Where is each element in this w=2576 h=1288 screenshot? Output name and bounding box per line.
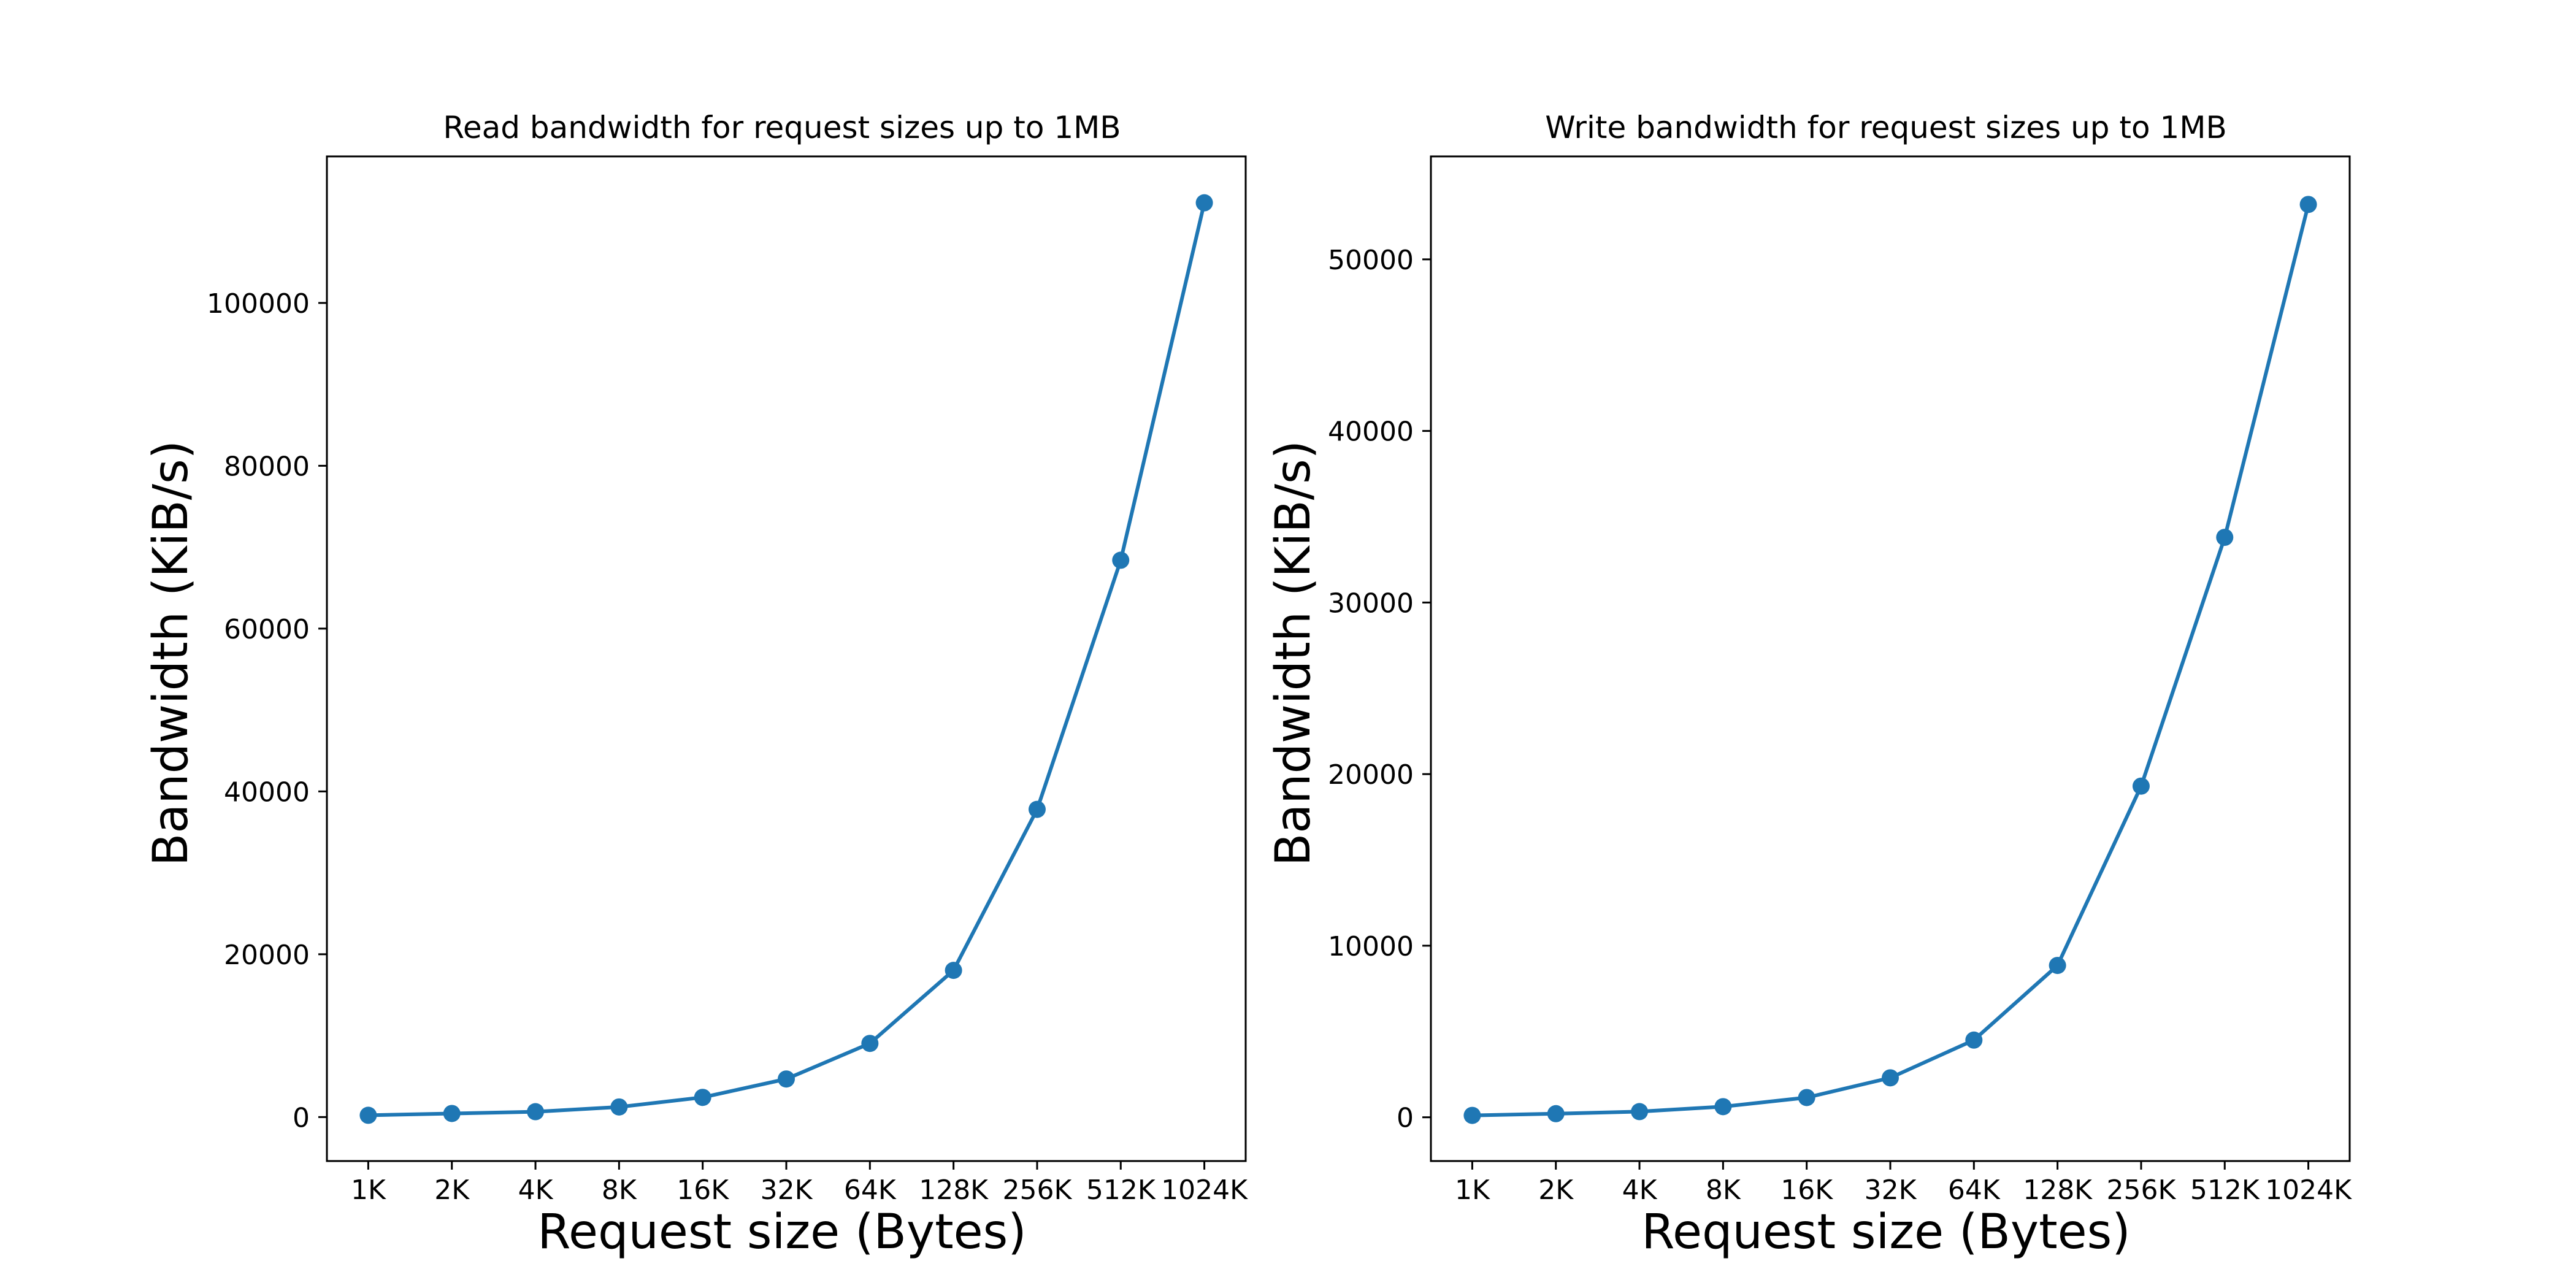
data-point bbox=[1798, 1089, 1815, 1106]
data-point bbox=[2216, 529, 2234, 546]
x-tick-label: 1K bbox=[351, 1175, 386, 1206]
x-tick-label: 32K bbox=[761, 1175, 813, 1206]
x-tick-label: 512K bbox=[1086, 1175, 1156, 1206]
x-tick-label: 256K bbox=[2107, 1175, 2177, 1206]
y-tick-label: 40000 bbox=[224, 776, 310, 808]
data-point bbox=[443, 1105, 461, 1122]
data-point bbox=[2049, 957, 2066, 975]
x-tick-label: 32K bbox=[1865, 1175, 1917, 1206]
y-tick-label: 80000 bbox=[224, 451, 310, 482]
data-point bbox=[1714, 1098, 1732, 1116]
series-line bbox=[1472, 204, 2310, 1117]
data-point bbox=[945, 962, 962, 979]
data-point bbox=[1631, 1103, 1649, 1121]
data-point bbox=[694, 1089, 711, 1106]
y-tick-label: 50000 bbox=[1328, 245, 1414, 276]
x-tick-label: 64K bbox=[1948, 1175, 2001, 1206]
x-tick-label: 4K bbox=[518, 1175, 554, 1206]
x-axis-label: Request size (Bytes) bbox=[537, 1205, 1026, 1260]
x-tick-label: 128K bbox=[919, 1175, 989, 1206]
y-tick-label: 0 bbox=[1397, 1103, 1414, 1134]
series-line bbox=[368, 202, 1206, 1117]
data-point bbox=[1965, 1031, 1983, 1049]
x-tick-label: 1024K bbox=[2265, 1175, 2352, 1206]
x-tick-label: 16K bbox=[1781, 1175, 1833, 1206]
data-point bbox=[359, 1106, 377, 1124]
data-point bbox=[1028, 800, 1046, 818]
x-tick-label: 2K bbox=[434, 1175, 470, 1206]
x-tick-label: 512K bbox=[2190, 1175, 2260, 1206]
write-bandwidth-panel: Write bandwidth for request sizes up to … bbox=[1266, 110, 2352, 1260]
data-point bbox=[2132, 777, 2150, 795]
data-point bbox=[2299, 196, 2317, 213]
y-tick-label: 10000 bbox=[1328, 931, 1414, 962]
chart-title: Write bandwidth for request sizes up to … bbox=[1545, 110, 2227, 145]
x-axis-label: Request size (Bytes) bbox=[1641, 1205, 2130, 1260]
data-point bbox=[1547, 1105, 1565, 1122]
read-bandwidth-panel: Read bandwidth for request sizes up to 1… bbox=[144, 110, 1248, 1260]
y-axis-label: Bandwidth (KiB/s) bbox=[1266, 440, 1321, 866]
data-point bbox=[1112, 551, 1130, 569]
x-tick-label: 256K bbox=[1003, 1175, 1073, 1206]
y-axis-label: Bandwidth (KiB/s) bbox=[144, 440, 199, 866]
x-tick-label: 1K bbox=[1455, 1175, 1490, 1206]
axes-frame bbox=[326, 155, 1247, 1162]
y-tick-label: 30000 bbox=[1328, 588, 1414, 619]
data-point bbox=[610, 1098, 628, 1116]
data-point bbox=[1463, 1106, 1481, 1124]
data-point bbox=[861, 1035, 879, 1052]
x-tick-label: 4K bbox=[1622, 1175, 1658, 1206]
axes-frame bbox=[1430, 155, 2351, 1162]
data-point bbox=[778, 1070, 795, 1088]
y-tick-label: 20000 bbox=[224, 940, 310, 971]
data-point bbox=[1195, 194, 1213, 212]
x-tick-label: 8K bbox=[602, 1175, 637, 1206]
y-tick-label: 100000 bbox=[207, 288, 310, 320]
chart-title: Read bandwidth for request sizes up to 1… bbox=[443, 110, 1121, 145]
x-tick-label: 16K bbox=[677, 1175, 729, 1206]
x-tick-label: 64K bbox=[844, 1175, 897, 1206]
data-point bbox=[527, 1103, 545, 1121]
y-tick-label: 20000 bbox=[1328, 759, 1414, 791]
data-point bbox=[1882, 1069, 1899, 1087]
y-tick-label: 0 bbox=[293, 1102, 310, 1133]
y-tick-label: 60000 bbox=[224, 614, 310, 645]
x-tick-label: 1024K bbox=[1161, 1175, 1248, 1206]
x-tick-label: 128K bbox=[2023, 1175, 2093, 1206]
y-tick-label: 40000 bbox=[1328, 416, 1414, 448]
x-tick-label: 2K bbox=[1538, 1175, 1574, 1206]
x-tick-label: 8K bbox=[1706, 1175, 1741, 1206]
